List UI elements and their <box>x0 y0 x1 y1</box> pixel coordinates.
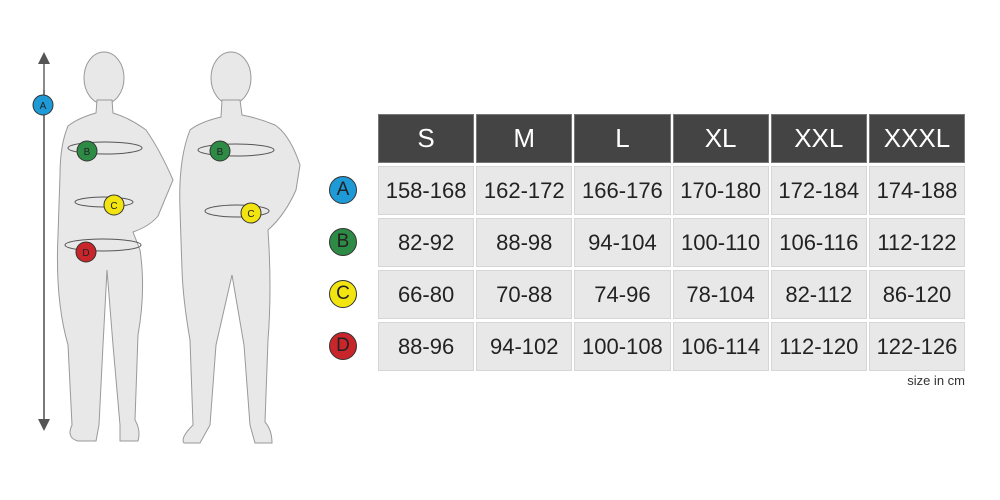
marker-d-icon: D <box>75 241 97 263</box>
svg-text:C: C <box>110 201 117 212</box>
row-badge-c-icon: C <box>329 280 357 308</box>
table-cell: 82-92 <box>378 218 475 267</box>
table-cell: 94-102 <box>476 322 573 371</box>
size-header: XXL <box>770 114 867 163</box>
table-cell: 166-176 <box>574 166 671 215</box>
marker-c-icon: C <box>240 202 262 224</box>
table-cell: 100-108 <box>574 322 671 371</box>
size-header: XXXL <box>868 114 966 163</box>
size-header: S <box>378 114 475 163</box>
row-badge-d-icon: D <box>329 332 357 360</box>
svg-text:D: D <box>82 248 89 259</box>
size-header: L <box>574 114 671 163</box>
measurement-row-d: D 88-96 94-102 100-108 106-114 112-120 122-126 <box>329 322 966 371</box>
size-header: M <box>476 114 573 163</box>
table-cell: 86-120 <box>868 270 966 319</box>
table-cell: 112-122 <box>868 218 966 267</box>
table-cell: 106-116 <box>770 218 867 267</box>
row-badge-a-icon: A <box>329 176 357 204</box>
table-cell: 78-104 <box>672 270 769 319</box>
table-cell: 70-88 <box>476 270 573 319</box>
female-figure <box>56 51 174 442</box>
row-badge-b-icon: B <box>329 228 357 256</box>
svg-text:B: B <box>84 147 91 158</box>
table-cell: 174-188 <box>868 166 966 215</box>
size-table: S M L XL XXL XXXL A 158-168 162-172 166-176… <box>329 114 966 374</box>
table-cell: 100-110 <box>672 218 769 267</box>
table-cell: 82-112 <box>770 270 867 319</box>
size-header-row: S M L XL XXL XXXL <box>378 114 966 163</box>
table-cell: 170-180 <box>672 166 769 215</box>
table-cell: 74-96 <box>574 270 671 319</box>
male-figure <box>179 51 301 444</box>
table-cell: 162-172 <box>476 166 573 215</box>
body-measurement-figures: A B C D B C <box>32 51 301 444</box>
table-cell: 172-184 <box>770 166 867 215</box>
unit-note: size in cm <box>907 373 965 388</box>
table-cell: 88-98 <box>476 218 573 267</box>
measurement-row-c: C 66-80 70-88 74-96 78-104 82-112 86-120 <box>329 270 966 319</box>
table-cell: 112-120 <box>770 322 867 371</box>
size-header: XL <box>672 114 769 163</box>
measurement-row-a: A 158-168 162-172 166-176 170-180 172-184 174-… <box>329 166 966 215</box>
table-cell: 106-114 <box>672 322 769 371</box>
table-cell: 88-96 <box>378 322 475 371</box>
svg-text:C: C <box>247 209 254 220</box>
table-cell: 158-168 <box>378 166 475 215</box>
table-cell: 66-80 <box>378 270 475 319</box>
marker-c-icon: C <box>103 194 125 216</box>
marker-b-icon: B <box>76 140 98 162</box>
svg-text:B: B <box>217 147 224 158</box>
marker-a-icon: A <box>32 94 54 116</box>
table-cell: 122-126 <box>868 322 966 371</box>
svg-text:A: A <box>40 101 47 112</box>
table-cell: 94-104 <box>574 218 671 267</box>
marker-b-icon: B <box>209 140 231 162</box>
measurement-row-b: B 82-92 88-98 94-104 100-110 106-116 112-122 <box>329 218 966 267</box>
